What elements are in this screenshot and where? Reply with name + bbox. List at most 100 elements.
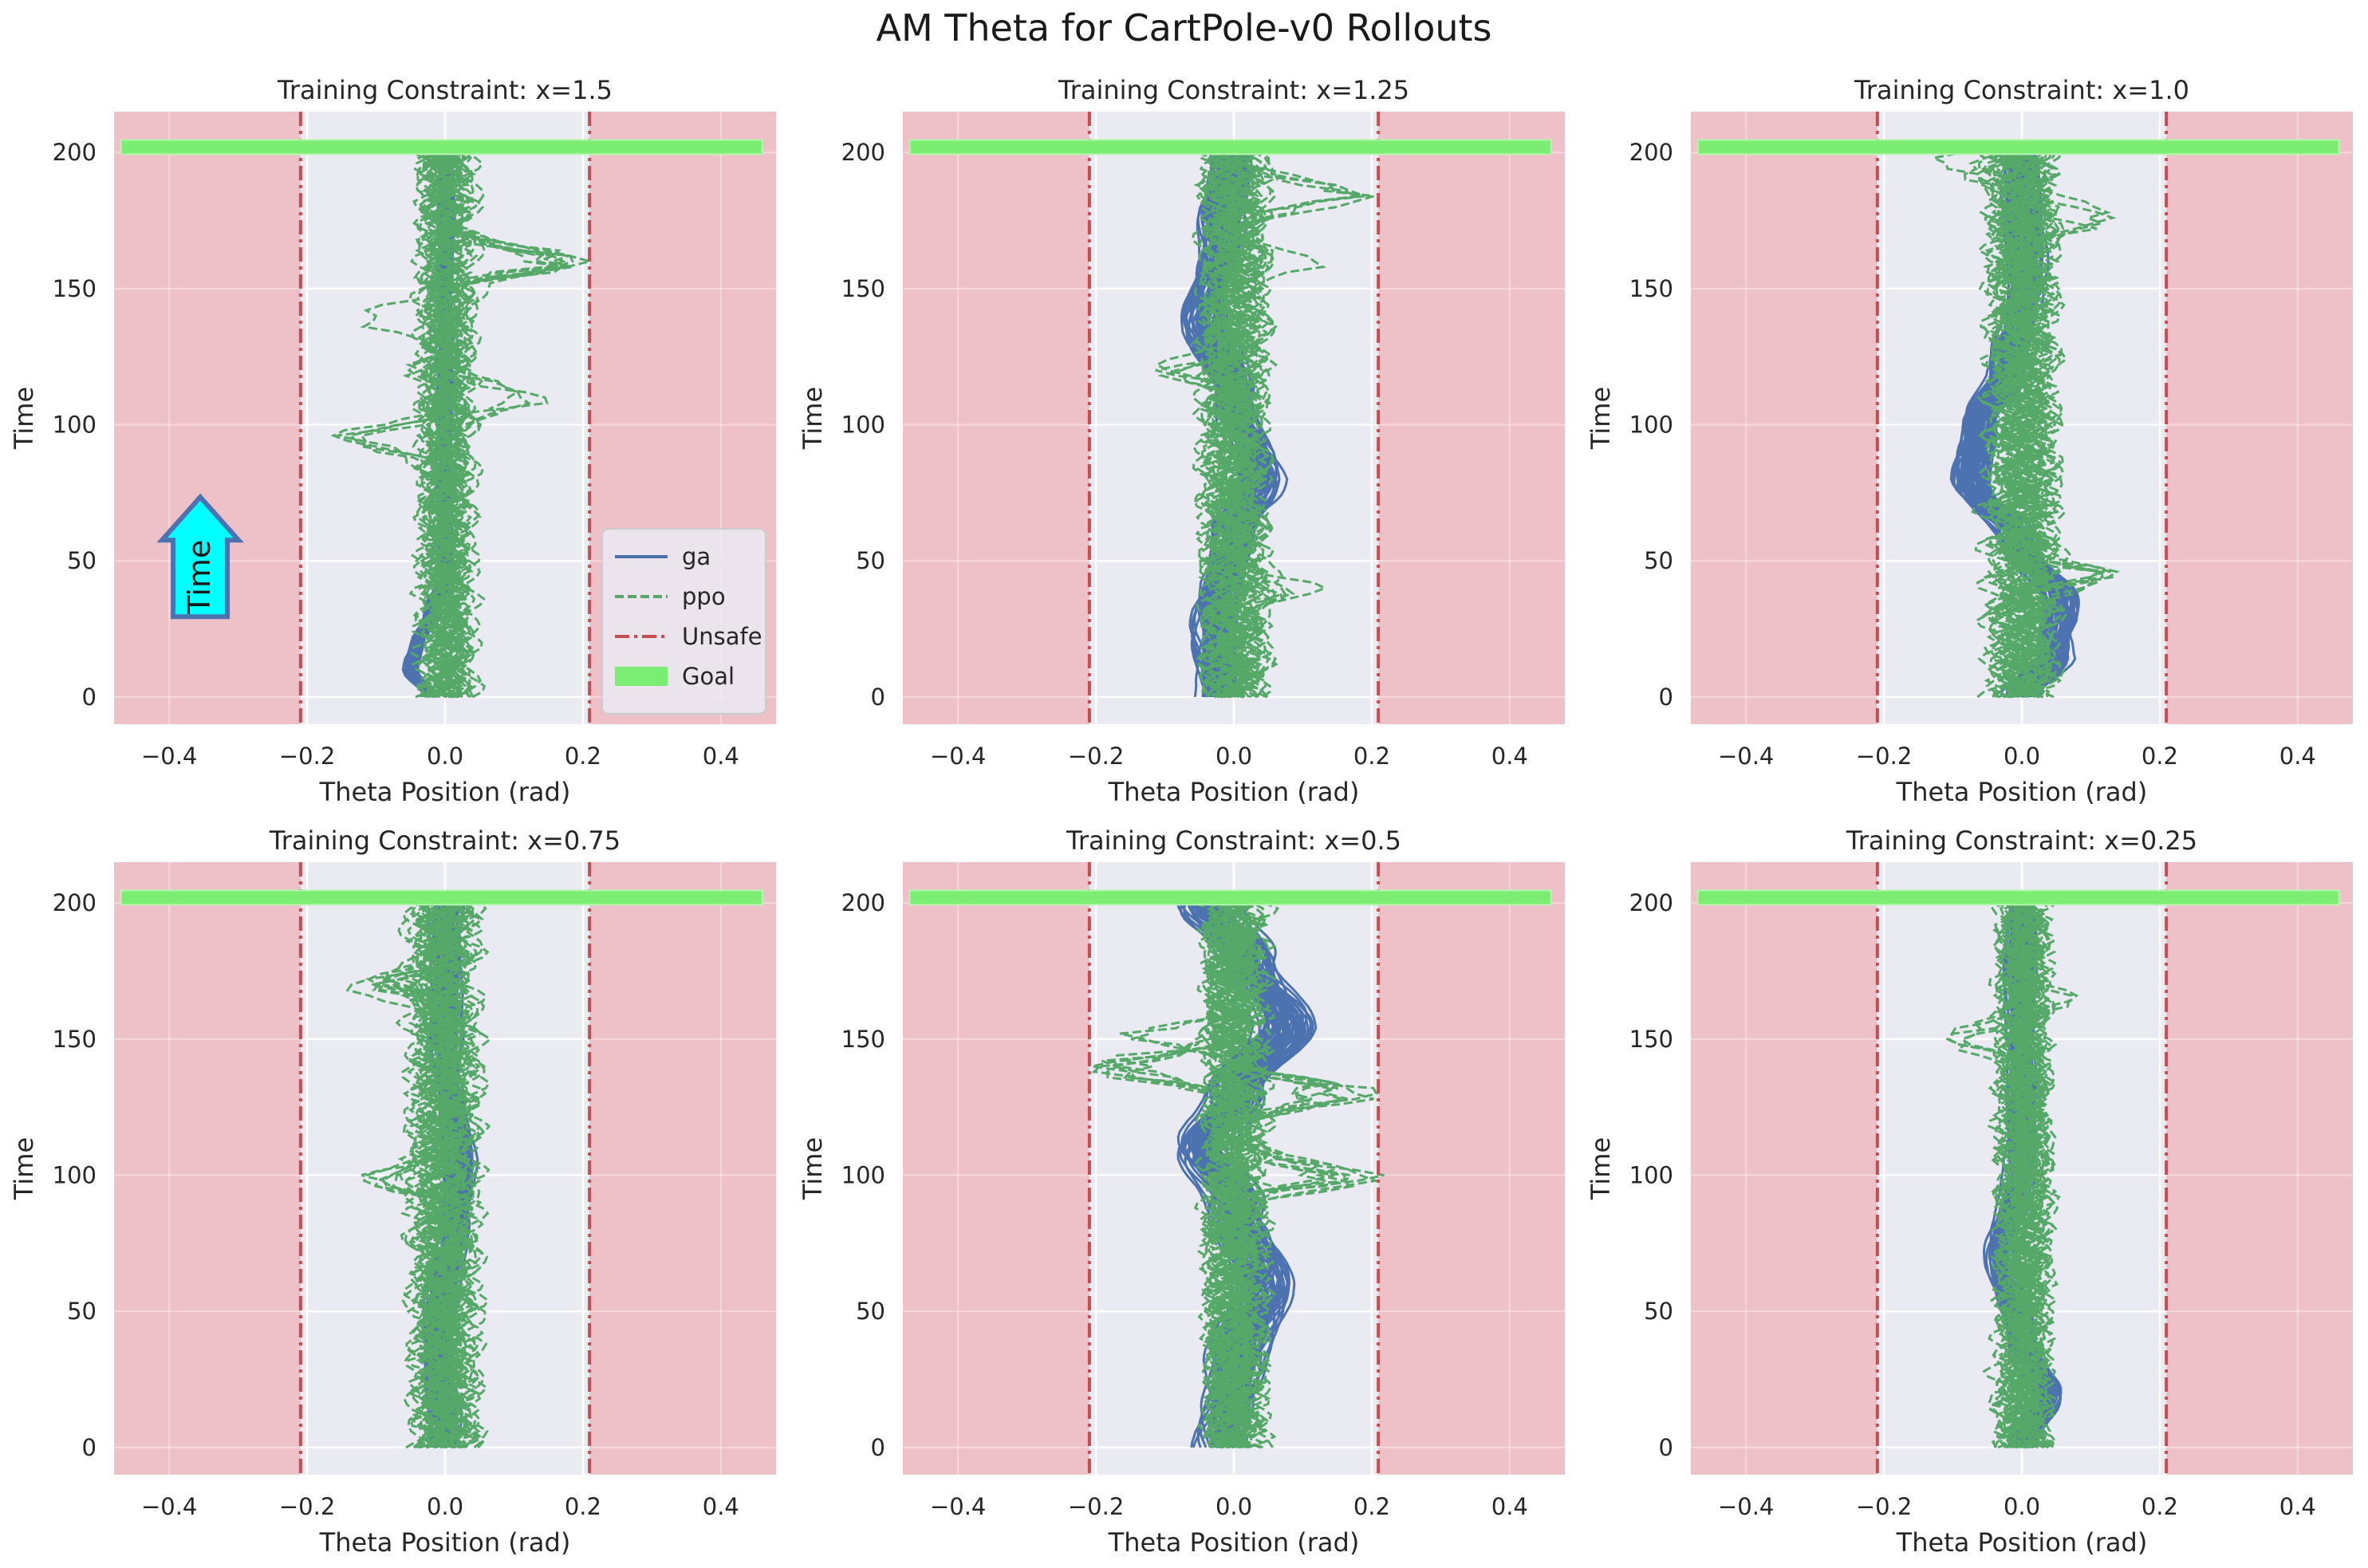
ppo-rollout-line [431, 902, 475, 1448]
y-tick-label: 100 [1629, 1162, 1673, 1189]
y-tick-label: 150 [53, 275, 97, 302]
ppo-rollout-line [1200, 901, 1326, 1449]
ppo-rollout-line [1214, 901, 1263, 1448]
ppo-rollout-line [1204, 902, 1254, 1449]
y-tick-label: 150 [1629, 275, 1673, 302]
ppo-rollout-line [1929, 151, 2035, 699]
ppo-rollout-line [2014, 903, 2061, 1448]
ppo-rollout-line [1221, 151, 1271, 699]
unsafe-region-right [2166, 862, 2353, 1475]
x-tick-label: 0.4 [1491, 1493, 1528, 1520]
ppo-rollout-line [1216, 902, 1267, 1449]
ppo-rollout-line [1209, 901, 1255, 1449]
unsafe-region-left [903, 112, 1089, 724]
x-tick-label: 0.0 [2004, 743, 2040, 770]
ppo-rollout-line [435, 151, 595, 699]
y-tick-label: 100 [53, 1162, 97, 1189]
x-tick-label: 0.4 [2279, 1493, 2316, 1520]
x-tick-label: −0.4 [930, 1493, 986, 1520]
ppo-rollout-line [447, 151, 574, 699]
x-tick-label: −0.4 [141, 743, 197, 770]
x-axis-label: Theta Position (rad) [1896, 1527, 2148, 1558]
unsafe-region-right [1378, 862, 1565, 1475]
rollout-lines [1929, 151, 2120, 699]
y-tick-label: 150 [841, 275, 885, 302]
goal-band [908, 889, 1552, 906]
y-tick-label: 150 [1629, 1026, 1673, 1053]
y-tick-label: 200 [1629, 889, 1673, 916]
y-tick-label: 50 [1644, 1298, 1673, 1325]
y-tick-label: 0 [82, 1434, 97, 1461]
panel-5: −0.4 −0.2 0.0 0.2 0.4 0 50 100 150 200 Theta Posit… [798, 825, 1565, 1558]
ppo-rollout-line [436, 152, 562, 698]
x-tick-label: 0.4 [2279, 743, 2316, 770]
ppo-rollout-line [1963, 151, 2052, 699]
y-tick-label: 100 [841, 412, 885, 439]
y-tick-label: 0 [1659, 1434, 1673, 1461]
y-tick-label: 200 [841, 139, 885, 166]
ppo-rollout-line [423, 901, 471, 1449]
ppo-rollout-line [1947, 902, 2044, 1449]
ppo-rollout-line [1983, 151, 2032, 699]
x-axis-label: Theta Position (rad) [1108, 1527, 1360, 1558]
ppo-rollout-line [2008, 151, 2060, 698]
y-axis-label: Time [1586, 387, 1616, 450]
ppo-rollout-line [1219, 901, 1271, 1449]
rollout-lines [1154, 151, 1375, 699]
y-tick-label: 200 [53, 139, 97, 166]
ppo-rollout-line [1204, 151, 1252, 698]
ppo-rollout-line [444, 902, 493, 1449]
x-tick-label: 0.2 [1353, 743, 1390, 770]
ppo-rollout-line [1191, 152, 1239, 699]
ppo-rollout-line [1994, 152, 2114, 699]
ppo-rollout-line [424, 152, 464, 699]
y-tick-label: 100 [1629, 412, 1673, 439]
unsafe-region-left [1691, 112, 1877, 724]
ppo-rollout-line [2017, 902, 2059, 1448]
legend: ga ppo Unsafe Goal [601, 528, 766, 715]
ppo-rollout-line [1130, 901, 1267, 1448]
ppo-rollout-line [2003, 151, 2050, 699]
goal-band [120, 889, 763, 906]
y-tick-label: 50 [67, 1298, 97, 1325]
x-axis-label: Theta Position (rad) [1896, 777, 2148, 807]
y-tick-label: 150 [841, 1026, 885, 1053]
unsafe-region-right [589, 862, 776, 1475]
rollout-lines [345, 901, 493, 1449]
x-tick-label: −0.4 [1718, 1493, 1774, 1520]
ppo-rollout-line [337, 152, 455, 699]
panel-title: Training Constraint: x=1.5 [277, 75, 613, 105]
legend-label: Unsafe [682, 623, 762, 650]
y-axis-label: Time [798, 387, 828, 450]
ppo-rollout-line [2020, 152, 2112, 698]
panel-title: Training Constraint: x=0.75 [269, 825, 621, 856]
ppo-rollout-line [392, 901, 487, 1448]
ppo-rollout-line [1996, 903, 2039, 1449]
ppo-rollout-line [380, 901, 459, 1448]
x-tick-label: 0.4 [703, 743, 739, 770]
rollout-lines [1945, 901, 2079, 1449]
y-tick-label: 0 [871, 1434, 885, 1461]
ppo-rollout-line [1221, 151, 1267, 698]
ppo-rollout-line [402, 151, 487, 699]
x-tick-label: −0.2 [1068, 743, 1124, 770]
legend-label: Goal [682, 663, 735, 690]
ppo-rollout-line [2011, 151, 2060, 699]
y-tick-label: 50 [856, 1298, 885, 1325]
ppo-rollout-line [407, 902, 456, 1449]
ppo-rollout-line [1113, 901, 1253, 1449]
rollout-lines [330, 151, 595, 699]
x-tick-label: 0.2 [2141, 743, 2178, 770]
unsafe-region-left [903, 862, 1089, 1475]
y-tick-label: 150 [53, 1026, 97, 1053]
y-tick-label: 50 [1644, 547, 1673, 574]
annotation-label: Time [182, 540, 217, 615]
x-tick-label: −0.2 [279, 743, 335, 770]
ppo-rollout-line [1216, 902, 1385, 1449]
x-axis-label: Theta Position (rad) [1108, 777, 1360, 807]
y-tick-label: 100 [53, 412, 97, 439]
unsafe-region-left [114, 862, 301, 1475]
ppo-rollout-line [424, 151, 467, 698]
